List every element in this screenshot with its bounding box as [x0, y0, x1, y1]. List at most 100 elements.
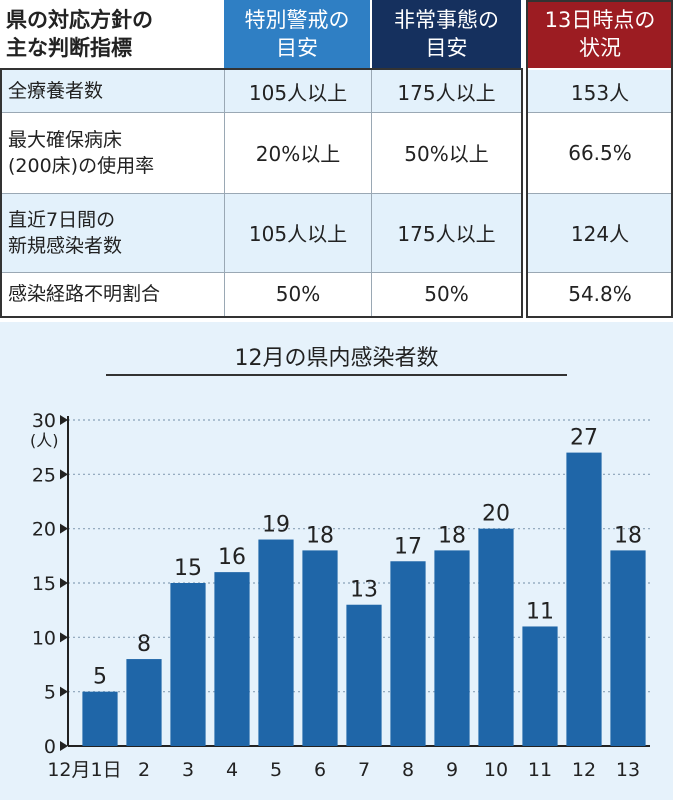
x-tick-label: 13 [616, 759, 640, 781]
table-row: 感染経路不明割合 50% 50% 54.8% [0, 272, 673, 316]
bar-value-label: 17 [394, 534, 422, 559]
x-tick-label: 8 [402, 759, 414, 781]
row-label: 直近7日間の 新規感染者数 [8, 193, 122, 272]
x-tick-label: 9 [446, 759, 458, 781]
table-frame [0, 68, 523, 318]
bar-value-label: 18 [306, 523, 334, 548]
table-row: 直近7日間の 新規感染者数 105人以上 175人以上 124人 [0, 193, 673, 272]
row-label-line: 感染経路不明割合 [8, 283, 161, 305]
current-value: 54.8% [568, 282, 632, 306]
y-tick-marker [60, 469, 68, 480]
bar [170, 583, 206, 746]
row-label: 最大確保病床 (200床)の使用率 [8, 112, 154, 193]
row-divider [528, 112, 672, 113]
y-tick-marker [60, 632, 68, 643]
header-line: 非常事態の [394, 8, 499, 32]
current-value: 124人 [570, 222, 630, 246]
table-row: 最大確保病床 (200床)の使用率 20%以上 50%以上 66.5% [0, 112, 673, 193]
row-label-line: 新規感染者数 [8, 234, 123, 257]
bar-value-label: 27 [570, 426, 598, 451]
bar [390, 561, 426, 746]
y-tick-marker [60, 578, 68, 588]
y-tick-label: 30 [32, 410, 56, 432]
row-divider [0, 193, 521, 194]
bar-value-label: 15 [174, 556, 202, 581]
special-value: 105人以上 [248, 80, 348, 105]
row-divider [0, 272, 521, 273]
x-tick-label: 4 [226, 759, 238, 781]
x-tick-label: 7 [358, 759, 370, 781]
emergency-value: 50%以上 [404, 142, 489, 166]
y-tick-marker [60, 686, 68, 697]
y-tick-label: 5 [44, 682, 56, 704]
x-tick-label: 10 [484, 759, 508, 781]
table-row: 全療養者数 105人以上 175人以上 153人 [0, 70, 673, 112]
row-divider [0, 112, 521, 113]
x-tick-label: 5 [270, 759, 282, 781]
table-title-line: 県の対応方針の [6, 8, 153, 32]
bar [522, 626, 558, 746]
bar-value-label: 13 [350, 578, 378, 603]
x-tick-label: 3 [182, 759, 194, 781]
row-label: 感染経路不明割合 [8, 272, 160, 316]
header-line: 13日時点の [544, 8, 656, 32]
y-tick-marker [60, 523, 68, 534]
current-status-frame [526, 0, 673, 318]
header-current-status: 13日時点の 状況 [528, 0, 672, 68]
bar [478, 528, 514, 746]
bar-value-label: 18 [614, 523, 642, 548]
bar-value-label: 19 [262, 513, 290, 538]
bar-value-label: 5 [93, 665, 107, 690]
row-label: 全療養者数 [8, 70, 103, 112]
column-divider [224, 70, 225, 316]
x-tick-label: 12月1日 [47, 759, 121, 781]
header-line: 目安 [276, 36, 318, 60]
bar [82, 691, 118, 746]
y-tick-marker [60, 415, 68, 425]
bar-value-label: 11 [526, 599, 554, 624]
bar-value-label: 20 [482, 502, 510, 527]
row-label-line: 最大確保病床 [8, 128, 123, 151]
indicator-table: 県の対応方針の 主な判断指標 特別警戒の 目安 非常事態の 目安 13日時点の … [0, 0, 673, 318]
bar [566, 452, 602, 746]
special-value: 20%以上 [255, 142, 341, 166]
bar [126, 659, 162, 746]
header-special-alert: 特別警戒の 目安 [224, 0, 370, 68]
x-tick-label: 12 [572, 759, 596, 781]
chart-title-underline [106, 374, 567, 376]
bar [214, 572, 250, 746]
row-label-line: 全療養者数 [8, 80, 104, 102]
emergency-value: 50% [424, 282, 469, 306]
special-value: 105人以上 [248, 222, 348, 246]
current-value: 66.5% [568, 140, 632, 165]
header-line: 特別警戒の [244, 8, 350, 32]
current-value: 153人 [570, 80, 630, 105]
x-tick-label: 11 [528, 759, 552, 781]
bar-value-label: 18 [438, 523, 466, 548]
bar-value-label: 16 [218, 545, 246, 570]
header-line: 目安 [425, 36, 468, 60]
bar-chart: 0 5 10 15 20 25 30(人) 5 12月1日 8 2 15 3 16 4 19 5 18 6 13 7 17… [30, 410, 650, 781]
y-tick-label: 15 [32, 573, 56, 595]
y-tick-label: 0 [44, 736, 56, 758]
x-tick-label: 2 [138, 759, 150, 781]
emergency-value: 175人以上 [397, 222, 496, 246]
header-line: 状況 [579, 36, 621, 60]
bar [610, 550, 646, 746]
bar [302, 550, 338, 746]
y-tick-marker [60, 741, 68, 751]
bar [434, 550, 470, 746]
chart-panel: 12月の県内感染者数 0 5 10 15 20 25 30 (人) 5 12月1日 8 2 15 3 16 4… [0, 322, 673, 800]
y-axis-label: (人) [30, 431, 59, 450]
row-label-line: (200床)の使用率 [8, 154, 155, 177]
row-divider [528, 193, 672, 194]
bar-value-label: 8 [137, 632, 151, 657]
bar [258, 539, 294, 746]
column-divider [371, 70, 372, 316]
emergency-value: 175人以上 [397, 80, 496, 105]
header-emergency: 非常事態の 目安 [372, 0, 521, 68]
y-tick-label: 25 [32, 464, 56, 486]
row-divider [528, 272, 672, 273]
x-tick-label: 6 [314, 759, 326, 781]
bar [346, 604, 382, 746]
